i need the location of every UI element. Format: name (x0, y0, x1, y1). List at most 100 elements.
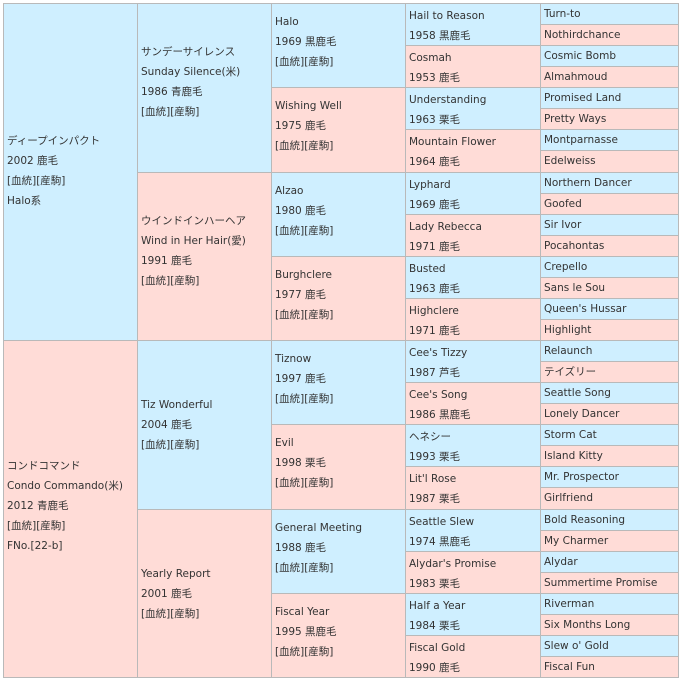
horse-name-link[interactable]: Six Months Long (544, 618, 631, 631)
pedigree-offspring-links[interactable]: [血統][産駒] (275, 224, 334, 237)
horse-name-link[interactable]: Wishing Well (275, 100, 342, 113)
horse-name-link[interactable]: Alydar (544, 555, 578, 568)
horse-info: サンデーサイレンス Sunday Silence(米) 1986 青鹿毛 [血統][産… (138, 4, 271, 122)
horse-name-link[interactable]: Fiscal Year (275, 605, 330, 618)
horse-info: Relaunch (541, 341, 678, 361)
pedigree-offspring-links[interactable]: [血統][産駒] (7, 520, 66, 532)
pedigree-cell-gen5-21: Island Kitty (540, 445, 679, 468)
pedigree-offspring-links[interactable]: [血統][産駒] (141, 607, 200, 620)
horse-name-link[interactable]: Pretty Ways (544, 113, 607, 126)
horse-name-link[interactable]: Pocahontas (544, 239, 605, 252)
horse-name-link[interactable]: Nothirdchance (544, 29, 621, 42)
pedigree-offspring-links[interactable]: [血統][産駒] (141, 439, 200, 451)
pedigree-offspring-links[interactable]: [血統][産駒] (141, 106, 200, 118)
pedigree-offspring-links[interactable]: [血統][産駒] (275, 140, 334, 153)
horse-name-link[interactable]: Seattle Slew (409, 515, 475, 528)
horse-name-link[interactable]: Cee's Song (409, 389, 468, 402)
horse-name-link[interactable]: Girlfriend (544, 492, 593, 505)
horse-name-link[interactable]: テイズリー (544, 366, 597, 379)
horse-name-link[interactable]: Queen's Hussar (544, 302, 627, 315)
horse-name-link[interactable]: ウインドインハーヘア (141, 214, 246, 227)
horse-name-link[interactable]: Fiscal Gold (409, 641, 466, 654)
horse-name-link[interactable]: Relaunch (544, 345, 593, 357)
horse-name-link[interactable]: Northern Dancer (544, 176, 632, 189)
horse-name-link[interactable]: Crepello (544, 260, 588, 273)
horse-name-link[interactable]: Understanding (409, 94, 487, 107)
horse-name-link[interactable]: Edelweiss (544, 155, 596, 168)
horse-name-link[interactable]: Montparnasse (544, 134, 618, 147)
horse-name-link[interactable]: コンドコマンド (7, 460, 81, 472)
horse-name-link[interactable]: Cosmah (409, 52, 452, 65)
horse-name-link[interactable]: Yearly Report (141, 567, 211, 580)
horse-name-link[interactable]: Busted (409, 262, 446, 275)
horse-name-link[interactable]: Cee's Tizzy (409, 347, 468, 359)
horse-name-link[interactable]: Alzao (275, 184, 304, 197)
horse-name-link[interactable]: General Meeting (275, 521, 363, 534)
horse-info: Fiscal Year 1995 黒鹿毛 [血統][産駒] (272, 594, 405, 662)
horse-name-link[interactable]: Bold Reasoning (544, 513, 626, 526)
horse-name-link[interactable]: My Charmer (544, 534, 609, 547)
horse-name-link[interactable]: Halo (275, 16, 299, 28)
pedigree-offspring-links[interactable]: [血統][産駒] (275, 393, 334, 405)
pedigree-offspring-links[interactable]: [血統][産駒] (275, 308, 334, 321)
horse-name-link[interactable]: Tiz Wonderful (141, 399, 213, 411)
horse-name-link[interactable]: Mr. Prospector (544, 471, 619, 484)
horse-name-link[interactable]: Half a Year (409, 599, 466, 612)
horse-birth-color: 1987 栗毛 (409, 493, 461, 506)
horse-name-link[interactable]: サンデーサイレンス (141, 46, 236, 58)
pedigree-cell-gen5-13: Sans le Sou (540, 276, 679, 299)
horse-name-en[interactable]: Condo Commando(米) (7, 480, 123, 492)
horse-name-link[interactable]: Turn-to (544, 8, 581, 20)
horse-name-link[interactable]: Hail to Reason (409, 10, 485, 22)
horse-name-link[interactable]: Goofed (544, 197, 582, 210)
horse-info: Sir Ivor (541, 215, 678, 235)
horse-name-en[interactable]: Wind in Her Hair(愛) (141, 234, 246, 247)
horse-name-link[interactable]: Lit'l Rose (409, 473, 457, 486)
pedigree-offspring-links[interactable]: [血統][産駒] (141, 274, 200, 287)
horse-name-link[interactable]: Lady Rebecca (409, 220, 482, 233)
horse-info: コンドコマンド Condo Commando(米) 2012 青鹿毛 [血統][産駒]… (4, 341, 137, 556)
horse-name-link[interactable]: Promised Land (544, 92, 622, 105)
horse-name-link[interactable]: Sans le Sou (544, 281, 606, 294)
horse-name-link[interactable]: Sir Ivor (544, 218, 582, 231)
horse-name-link[interactable]: Tiznow (275, 353, 312, 365)
horse-birth-color: 2002 鹿毛 (7, 155, 59, 167)
pedigree-offspring-links[interactable]: [血統][産駒] (275, 56, 334, 68)
horse-name-link[interactable]: Storm Cat (544, 429, 597, 442)
pedigree-offspring-links[interactable]: [血統][産駒] (275, 561, 334, 574)
horse-name-link[interactable]: Mountain Flower (409, 136, 496, 149)
pedigree-cell-gen3-4: Tiznow 1997 鹿毛 [血統][産駒] (271, 340, 406, 426)
horse-name-link[interactable]: Highlight (544, 323, 592, 336)
horse-name-link[interactable]: Seattle Song (544, 387, 611, 400)
horse-name-en[interactable]: Sunday Silence(米) (141, 66, 241, 78)
horse-name-link[interactable]: Riverman (544, 597, 595, 610)
horse-name-link[interactable]: Slew o' Gold (544, 639, 609, 652)
pedigree-cell-gen5-27: Summertime Promise (540, 571, 679, 594)
horse-name-link[interactable]: Summertime Promise (544, 576, 658, 589)
horse-name-link[interactable]: Burghclere (275, 268, 333, 281)
horse-name-link[interactable]: Island Kitty (544, 450, 603, 463)
horse-name-link[interactable]: Lonely Dancer (544, 408, 620, 421)
pedigree-cell-gen5-26: Alydar (540, 550, 679, 573)
horse-name-link[interactable]: Evil (275, 437, 294, 450)
horse-name-link[interactable]: Almahmoud (544, 71, 608, 84)
horse-info: Tiz Wonderful 2004 鹿毛 [血統][産駒] (138, 341, 271, 455)
pedigree-offspring-links[interactable]: [血統][産駒] (275, 645, 334, 658)
horse-name-link[interactable]: Alydar's Promise (409, 557, 497, 570)
horse-name-link[interactable]: ディープインパクト (7, 135, 101, 147)
horse-name-link[interactable]: Lyphard (409, 178, 451, 191)
horse-name-link[interactable]: ヘネシー (409, 431, 451, 444)
pedigree-cell-gen5-9: Goofed (540, 192, 679, 215)
horse-name-link[interactable]: Highclere (409, 304, 459, 317)
pedigree-cell-gen3-1: Wishing Well 1975 鹿毛 [血統][産駒] (271, 87, 406, 173)
horse-name-link[interactable]: Fiscal Fun (544, 660, 595, 673)
pedigree-offspring-links[interactable]: [血統][産駒] (275, 477, 334, 490)
pedigree-offspring-links[interactable]: [血統][産駒] (7, 175, 66, 187)
horse-name-link[interactable]: Cosmic Bomb (544, 50, 617, 63)
